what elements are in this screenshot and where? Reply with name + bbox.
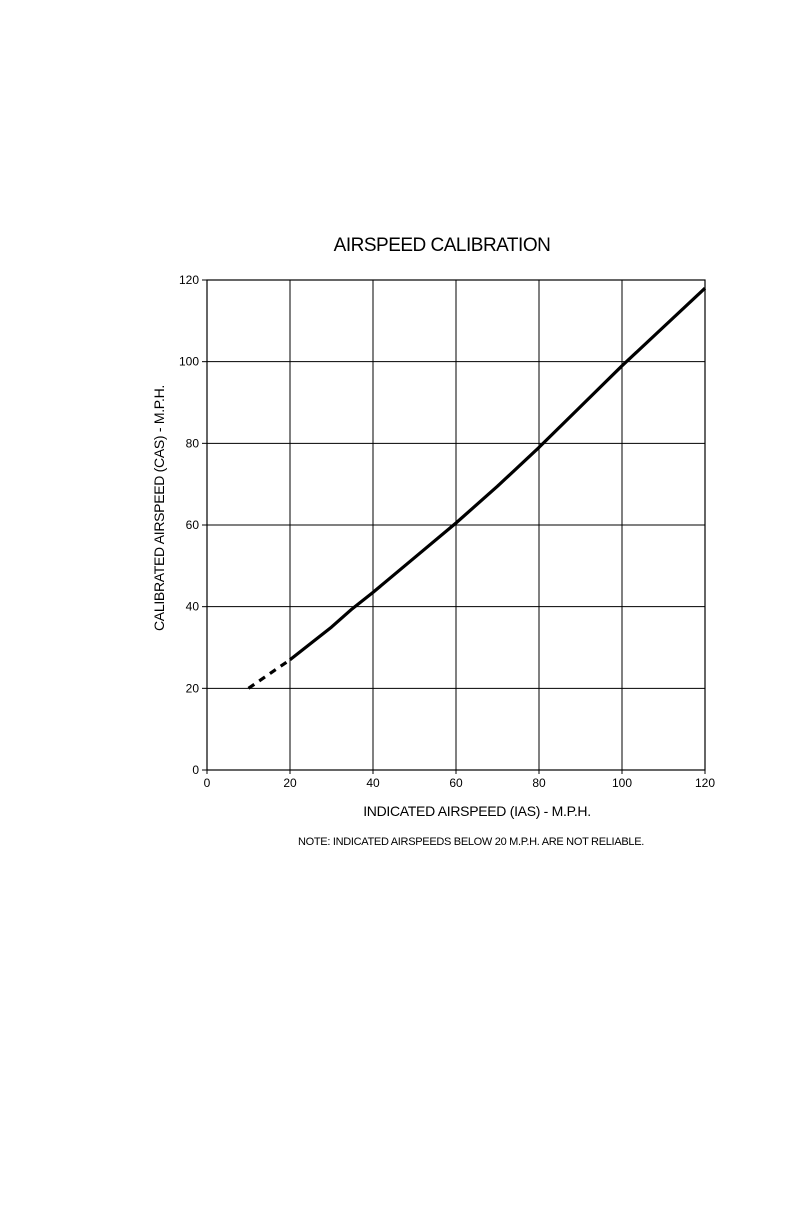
x-tick-label: 80 (532, 776, 546, 790)
series (247, 287, 707, 690)
x-tick-label: 60 (449, 776, 463, 790)
y-axis-label: CALIBRATED AIRSPEED (CAS) - M.P.H. (151, 385, 167, 631)
y-tick-label: 80 (186, 436, 200, 450)
calibration-line (289, 287, 707, 662)
y-tick-label: 0 (192, 763, 199, 777)
x-axis-label: INDICATED AIRSPEED (IAS) - M.P.H. (363, 803, 591, 819)
chart-title: AIRSPEED CALIBRATION (334, 235, 551, 256)
calibration-line-unreliable (247, 658, 291, 690)
y-tick-label: 100 (179, 355, 199, 369)
x-tick-label: 20 (283, 776, 297, 790)
x-tick-label: 40 (366, 776, 380, 790)
x-tick-label: 120 (695, 776, 715, 790)
y-tick-label: 120 (179, 273, 199, 287)
y-tick-label: 20 (186, 681, 200, 695)
x-tick-label: 100 (612, 776, 632, 790)
y-tick-label: 40 (186, 600, 200, 614)
chart-note: NOTE: INDICATED AIRSPEEDS BELOW 20 M.P.H… (298, 836, 644, 848)
y-tick-label: 60 (186, 518, 200, 532)
axis-ticks: 0 20 40 60 80 100 120 0 20 40 60 80 100 120 (179, 273, 715, 790)
x-tick-label: 0 (204, 776, 211, 790)
